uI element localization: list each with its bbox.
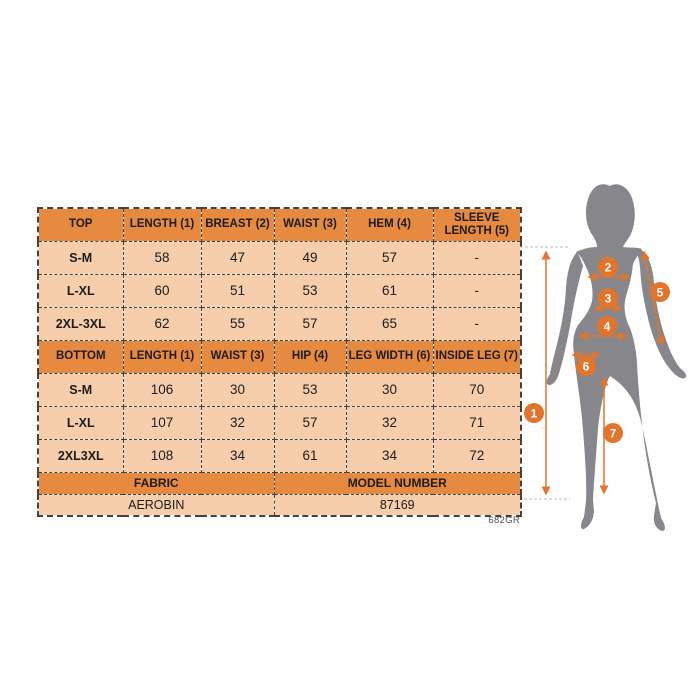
value-cell: -: [432, 240, 522, 275]
fabric-header-cell: FABRIC: [37, 471, 275, 495]
marker-7: 7: [603, 423, 623, 443]
top-header-cell: BREAST (2): [200, 207, 275, 242]
body-silhouette-diagram: 1 2 3 4 5: [520, 184, 687, 531]
value-cell: 34: [345, 438, 434, 473]
top-size-row: L-XL 60 51 53 61 -: [37, 273, 522, 308]
bottom-header-row: BOTTOM LENGTH (1) WAIST (3) HIP (4) LEG …: [37, 339, 522, 374]
bottom-header-cell: BOTTOM: [37, 339, 124, 374]
value-cell: 62: [122, 306, 202, 341]
size-label-cell: S-M: [37, 240, 124, 275]
measurement-figure: 1 2 3 4 5: [520, 168, 700, 543]
top-header-cell: SLEEVE LENGTH (5): [432, 207, 522, 242]
value-cell: 49: [273, 240, 347, 275]
bottom-header-cell: HIP (4): [273, 339, 347, 374]
top-size-row: 2XL-3XL 62 55 57 65 -: [37, 306, 522, 341]
top-header-cell: HEM (4): [345, 207, 434, 242]
value-cell: 57: [273, 405, 347, 440]
value-cell: 51: [200, 273, 275, 308]
model-number-value-cell: 87169: [273, 493, 522, 517]
value-cell: 32: [345, 405, 434, 440]
marker-2: 2: [598, 257, 618, 277]
female-body-silhouette-icon: [546, 184, 687, 531]
value-cell: -: [432, 306, 522, 341]
info-value-row: AEROBIN 87169: [37, 493, 522, 517]
bottom-header-cell: INSIDE LEG (7): [432, 339, 522, 374]
value-cell: 53: [273, 273, 347, 308]
model-number-header-cell: MODEL NUMBER: [273, 471, 522, 495]
value-cell: 107: [122, 405, 202, 440]
info-header-row: FABRIC MODEL NUMBER: [37, 471, 522, 495]
svg-text:4: 4: [604, 320, 611, 334]
value-cell: 57: [345, 240, 434, 275]
marker-5: 5: [650, 282, 670, 302]
size-label-cell: L-XL: [37, 273, 124, 308]
value-cell: 57: [273, 306, 347, 341]
bottom-header-cell: LEG WIDTH (6): [345, 339, 434, 374]
value-cell: 53: [273, 372, 347, 407]
value-cell: 32: [200, 405, 275, 440]
marker-3: 3: [598, 288, 618, 308]
value-cell: 58: [122, 240, 202, 275]
value-cell: 71: [432, 405, 522, 440]
svg-text:1: 1: [531, 407, 538, 421]
fabric-value-cell: AEROBIN: [37, 493, 275, 517]
size-chart-table: TOP LENGTH (1) BREAST (2) WAIST (3) HEM …: [37, 207, 522, 517]
top-size-row: S-M 58 47 49 57 -: [37, 240, 522, 275]
value-cell: 60: [122, 273, 202, 308]
svg-text:2: 2: [605, 261, 612, 275]
size-label-cell: L-XL: [37, 405, 124, 440]
bottom-header-cell: LENGTH (1): [122, 339, 202, 374]
bottom-size-row: L-XL 107 32 57 32 71: [37, 405, 522, 440]
value-cell: 70: [432, 372, 522, 407]
value-cell: 55: [200, 306, 275, 341]
top-header-row: TOP LENGTH (1) BREAST (2) WAIST (3) HEM …: [37, 207, 522, 242]
marker-4: 4: [597, 316, 617, 336]
value-cell: 30: [345, 372, 434, 407]
marker-6: 6: [576, 356, 596, 376]
product-code-label: 682GR: [488, 515, 520, 526]
value-cell: 30: [200, 372, 275, 407]
svg-text:3: 3: [605, 292, 612, 306]
marker-1: 1: [524, 403, 544, 423]
size-label-cell: S-M: [37, 372, 124, 407]
top-header-cell: WAIST (3): [273, 207, 347, 242]
value-cell: 61: [273, 438, 347, 473]
value-cell: 47: [200, 240, 275, 275]
size-label-cell: 2XL-3XL: [37, 306, 124, 341]
value-cell: 108: [122, 438, 202, 473]
bottom-size-row: S-M 106 30 53 30 70: [37, 372, 522, 407]
svg-text:6: 6: [583, 360, 590, 374]
top-header-cell: TOP: [37, 207, 124, 242]
svg-text:7: 7: [610, 427, 617, 441]
bottom-header-cell: WAIST (3): [200, 339, 275, 374]
svg-text:5: 5: [657, 286, 664, 300]
value-cell: -: [432, 273, 522, 308]
bottom-size-row: 2XL3XL 108 34 61 34 72: [37, 438, 522, 473]
measurement-markers: 1 2 3 4 5: [524, 257, 670, 443]
top-header-cell: LENGTH (1): [122, 207, 202, 242]
value-cell: 65: [345, 306, 434, 341]
size-label-cell: 2XL3XL: [37, 438, 124, 473]
value-cell: 34: [200, 438, 275, 473]
value-cell: 106: [122, 372, 202, 407]
value-cell: 61: [345, 273, 434, 308]
value-cell: 72: [432, 438, 522, 473]
